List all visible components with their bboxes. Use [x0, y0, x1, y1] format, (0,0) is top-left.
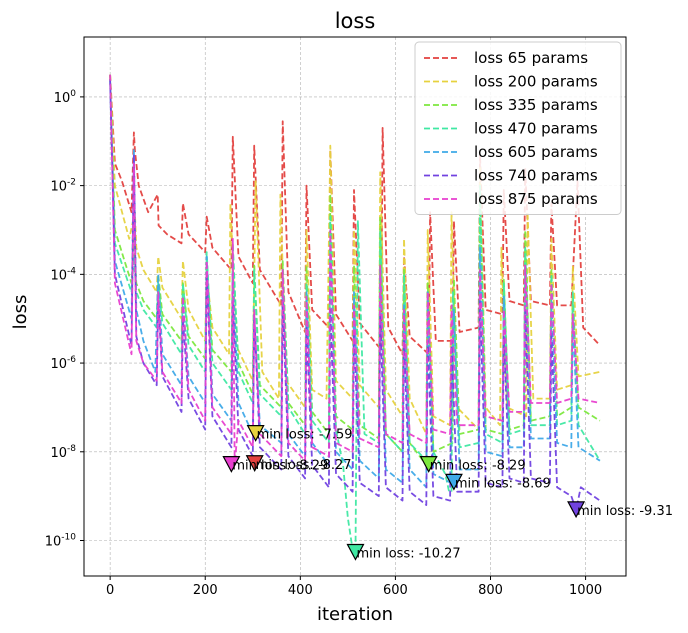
axis-ticks: 0 200 400 600 800 1000 100 10-2 10-4 10-6 10-8 10-1…	[45, 89, 602, 598]
legend-label: loss 605 params	[474, 143, 598, 161]
x-tick-label: 800	[478, 583, 503, 598]
min-marker	[444, 473, 463, 491]
min-annotation-label: min loss: -10.27	[356, 546, 460, 561]
plot-area-frame	[83, 36, 627, 577]
x-axis-label: iteration	[317, 604, 393, 625]
min-marker	[246, 424, 265, 442]
legend-label: loss 65 params	[474, 49, 588, 67]
chart-title: loss	[335, 9, 376, 33]
legend-label: loss 740 params	[474, 167, 598, 185]
legend-box	[414, 41, 622, 215]
y-tick-label: 10-8	[50, 444, 76, 461]
series-line	[109, 79, 601, 511]
min-annotation-label: min loss: -8.69	[455, 476, 551, 491]
legend-label: loss 470 params	[474, 120, 598, 138]
x-tick-label: 0	[106, 583, 114, 598]
x-tick-label: 1000	[569, 583, 602, 598]
min-marker	[567, 501, 586, 519]
y-tick-label: 10-10	[45, 533, 77, 550]
min-marker	[245, 455, 264, 473]
legend: loss 65 params loss 200 params loss 335 pa…	[414, 41, 622, 215]
y-axis-label: loss	[10, 295, 31, 330]
y-tick-label: 10-6	[50, 355, 76, 372]
y-tick-label: 100	[54, 89, 77, 106]
min-annotation-label: min loss: -8.29	[430, 459, 526, 474]
y-tick-label: 10-2	[50, 178, 76, 195]
min-annotation-label: min loss: -9.31	[577, 504, 673, 519]
min-marker	[419, 456, 438, 473]
series-line	[109, 74, 601, 466]
min-annotations: min loss: -8.27 min loss: -7.59 min loss: …	[232, 428, 673, 562]
legend-label: loss 335 params	[474, 96, 598, 114]
x-tick-label: 200	[193, 583, 218, 598]
min-marker	[346, 543, 365, 561]
y-tick-label: 10-4	[50, 266, 76, 283]
series-line	[109, 74, 601, 356]
legend-label: loss 875 params	[474, 190, 598, 208]
min-annotation-label: min loss: -8.29	[232, 459, 328, 474]
min-annotation-label: min loss: -8.27	[256, 458, 352, 473]
min-markers	[222, 424, 586, 561]
x-tick-label: 400	[288, 583, 313, 598]
min-annotation-label: min loss: -7.59	[257, 428, 353, 443]
legend-label: loss 200 params	[474, 73, 598, 91]
x-tick-label: 600	[383, 583, 408, 598]
min-marker	[222, 456, 241, 473]
